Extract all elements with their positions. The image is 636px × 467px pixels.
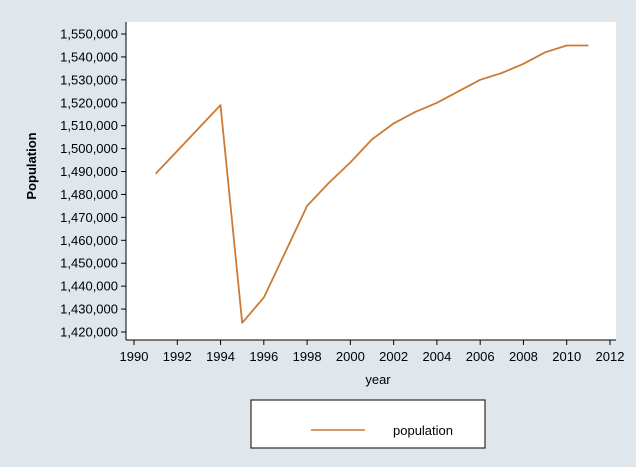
y-tick-label: 1,460,000 — [60, 233, 118, 248]
y-tick-label: 1,520,000 — [60, 95, 118, 110]
y-tick-label: 1,500,000 — [60, 141, 118, 156]
x-tick-label: 2012 — [596, 349, 625, 364]
legend: population — [251, 400, 485, 448]
x-tick-label: 1996 — [249, 349, 278, 364]
y-tick-label: 1,430,000 — [60, 302, 118, 317]
x-axis-title: year — [365, 372, 391, 387]
y-tick-label: 1,420,000 — [60, 325, 118, 340]
x-tick-label: 2004 — [422, 349, 451, 364]
x-tick-label: 2006 — [466, 349, 495, 364]
y-tick-label: 1,450,000 — [60, 256, 118, 271]
x-tick-label: 1992 — [163, 349, 192, 364]
y-tick-label: 1,490,000 — [60, 164, 118, 179]
y-tick-label: 1,550,000 — [60, 27, 118, 42]
x-tick-label: 1998 — [293, 349, 322, 364]
x-tick-label: 2002 — [379, 349, 408, 364]
y-tick-label: 1,470,000 — [60, 210, 118, 225]
x-tick-label: 2008 — [509, 349, 538, 364]
y-tick-label: 1,530,000 — [60, 72, 118, 87]
x-tick-label: 2010 — [552, 349, 581, 364]
y-axis-ticks: 1,420,000 1,430,000 1,440,000 1,450,000 1,46… — [60, 27, 126, 340]
y-tick-label: 1,480,000 — [60, 187, 118, 202]
y-tick-label: 1,440,000 — [60, 279, 118, 294]
legend-label-population: population — [393, 423, 453, 438]
x-tick-label: 2000 — [336, 349, 365, 364]
x-axis-ticks: 1990 1992 1994 1996 1998 2000 2002 2004 2006 2008… — [120, 340, 625, 364]
plot-background — [126, 22, 616, 340]
y-axis-title: Population — [24, 132, 39, 199]
x-tick-label: 1990 — [120, 349, 149, 364]
y-tick-label: 1,540,000 — [60, 49, 118, 64]
y-tick-label: 1,510,000 — [60, 118, 118, 133]
x-tick-label: 1994 — [206, 349, 235, 364]
